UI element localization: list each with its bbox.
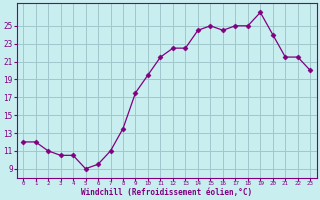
X-axis label: Windchill (Refroidissement éolien,°C): Windchill (Refroidissement éolien,°C) — [81, 188, 252, 197]
